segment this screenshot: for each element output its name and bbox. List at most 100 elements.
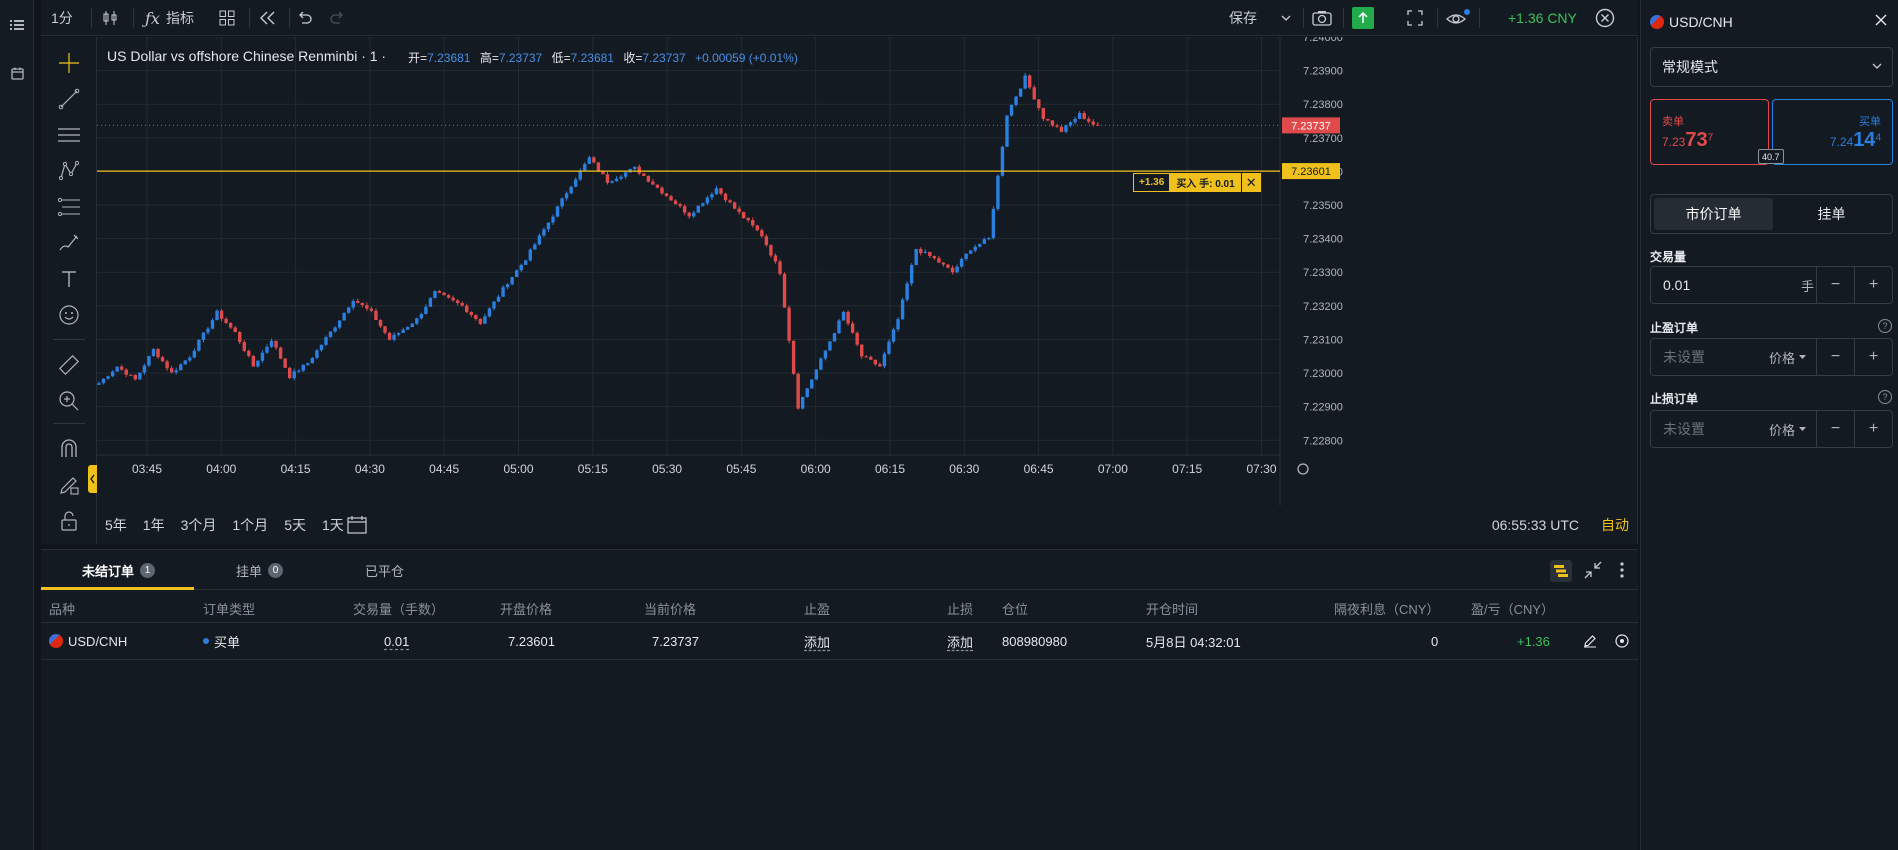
- x-tick-label: 05:45: [726, 462, 756, 476]
- menu-icon[interactable]: [6, 14, 28, 36]
- mode-select[interactable]: 常规模式: [1650, 47, 1893, 87]
- pattern-tool[interactable]: [53, 157, 85, 185]
- buy-label: 买单: [1859, 116, 1881, 128]
- take-profit-placeholder[interactable]: 未设置: [1663, 349, 1705, 365]
- candle-body: [841, 311, 846, 321]
- replay-button[interactable]: [259, 0, 277, 36]
- take-profit-increase-button[interactable]: +: [1854, 339, 1892, 375]
- stop-loss-price-select[interactable]: 价格: [1769, 411, 1807, 447]
- time-readout[interactable]: 06:55:33 UTC: [1492, 506, 1579, 544]
- visibility-button[interactable]: [1446, 0, 1470, 36]
- tab-pending-orders[interactable]: 挂单 0: [236, 550, 284, 590]
- take-profit-info-icon[interactable]: ?: [1878, 319, 1892, 333]
- col-order-type[interactable]: 订单类型: [203, 601, 256, 617]
- emoji-tool[interactable]: [53, 301, 85, 329]
- chart-type-button[interactable]: [101, 0, 119, 36]
- stop-loss-placeholder[interactable]: 未设置: [1663, 421, 1705, 437]
- more-options-button[interactable]: [1619, 561, 1625, 582]
- candle-body: [791, 340, 796, 374]
- volume-value[interactable]: 0.01: [1663, 277, 1691, 293]
- redo-button[interactable]: [329, 0, 345, 36]
- range-button-3[interactable]: 1个月: [232, 517, 269, 533]
- row-add-take-profit[interactable]: 添加: [804, 634, 831, 650]
- close-panel-button[interactable]: [1875, 14, 1887, 29]
- settings-icon[interactable]: [1297, 463, 1309, 475]
- stop-loss-increase-button[interactable]: +: [1854, 411, 1892, 447]
- range-button-0[interactable]: 5年: [105, 517, 127, 533]
- order-tag[interactable]: +1.36 买入 手: 0.01 ✕: [1133, 173, 1261, 192]
- stop-loss-label: 止损订单: [1650, 392, 1699, 406]
- sell-price-sup: 7: [1707, 132, 1714, 144]
- tab-pending-order[interactable]: 挂单: [1773, 198, 1890, 230]
- save-button[interactable]: 保存: [1229, 0, 1257, 36]
- fullscreen-button[interactable]: [1407, 0, 1423, 36]
- col-symbol[interactable]: 品种: [49, 601, 76, 617]
- group-orders-button[interactable]: [1550, 560, 1572, 582]
- text-tool[interactable]: [53, 265, 85, 293]
- take-profit-decrease-button[interactable]: −: [1816, 339, 1854, 375]
- save-dropdown-button[interactable]: [1281, 0, 1291, 36]
- brush-tool[interactable]: [53, 229, 85, 257]
- undo-button[interactable]: [297, 0, 313, 36]
- stop-loss-field[interactable]: 未设置 价格 − +: [1650, 410, 1893, 448]
- tab-closed-orders[interactable]: 已平仓: [365, 550, 404, 590]
- candle-body: [283, 358, 287, 368]
- lock-drawing-tool[interactable]: [53, 471, 85, 499]
- row-add-stop-loss[interactable]: 添加: [947, 634, 974, 650]
- range-button-5[interactable]: 1天: [321, 517, 344, 533]
- col-pnl[interactable]: 盈/亏（CNY）: [1471, 601, 1555, 617]
- close-order-button[interactable]: [1615, 623, 1629, 659]
- goto-date-button[interactable]: [346, 515, 368, 538]
- col-open-time[interactable]: 开仓时间: [1146, 601, 1199, 617]
- candlestick-chart[interactable]: 7.240007.239007.238007.237007.236007.235…: [97, 37, 1638, 506]
- take-profit-price-select[interactable]: 价格: [1769, 339, 1807, 375]
- volume-field[interactable]: 0.01 手 − +: [1650, 266, 1893, 304]
- edit-order-button[interactable]: [1583, 623, 1597, 659]
- close-positions-button[interactable]: [1595, 0, 1615, 36]
- volume-decrease-button[interactable]: −: [1816, 267, 1854, 303]
- layout-button[interactable]: [219, 0, 235, 36]
- tab-market-order[interactable]: 市价订单: [1654, 198, 1773, 230]
- buy-button[interactable]: 买单 7.24144: [1772, 99, 1893, 165]
- interval-button[interactable]: 1分: [51, 0, 73, 36]
- range-button-1[interactable]: 1年: [142, 517, 165, 533]
- auto-scale-button[interactable]: 自动: [1601, 506, 1629, 544]
- col-open-price[interactable]: 开盘价格: [500, 601, 553, 617]
- fib-tool[interactable]: [53, 193, 85, 221]
- unlock-tool[interactable]: [53, 507, 85, 535]
- stop-loss-price-label: 价格: [1769, 422, 1796, 438]
- row-volume[interactable]: 0.01: [384, 633, 410, 649]
- tab-open-orders[interactable]: 未结订单 1: [82, 550, 156, 590]
- zoom-tool[interactable]: [53, 387, 85, 415]
- indicators-button[interactable]: ƒx 指标: [145, 0, 194, 36]
- magnet-tool[interactable]: [53, 435, 85, 463]
- col-current-price[interactable]: 当前价格: [644, 601, 697, 617]
- candle-body: [505, 284, 510, 288]
- range-button-4[interactable]: 5天: [284, 517, 306, 533]
- trendline-tool[interactable]: [53, 85, 85, 113]
- col-position[interactable]: 仓位: [1002, 601, 1029, 617]
- collapse-toolbar-handle[interactable]: [88, 465, 97, 493]
- ruler-tool[interactable]: [53, 351, 85, 379]
- publish-button[interactable]: [1352, 0, 1374, 36]
- take-profit-field[interactable]: 未设置 价格 − +: [1650, 338, 1893, 376]
- col-take-profit[interactable]: 止盈: [804, 601, 831, 617]
- close-order-icon[interactable]: ✕: [1240, 173, 1261, 192]
- stop-loss-decrease-button[interactable]: −: [1816, 411, 1854, 447]
- candle-body: [959, 258, 964, 267]
- table-row[interactable]: USD/CNH 买单 0.01 7.23601 7.23737 添加 添加 80…: [41, 622, 1638, 660]
- sell-button[interactable]: 卖单 7.23737: [1650, 99, 1769, 165]
- volume-increase-button[interactable]: +: [1854, 267, 1892, 303]
- screenshot-button[interactable]: [1312, 0, 1332, 36]
- col-stop-loss[interactable]: 止损: [947, 601, 974, 617]
- collapse-panel-button[interactable]: [1584, 561, 1602, 582]
- col-volume-wrap[interactable]: 交易量（手数）: [320, 596, 444, 620]
- range-button-2[interactable]: 3个月: [180, 517, 217, 533]
- stop-loss-info-icon[interactable]: ?: [1878, 390, 1892, 404]
- col-swap[interactable]: 隔夜利息（CNY）: [1334, 601, 1440, 617]
- chart-plot[interactable]: 7.240007.239007.238007.237007.236007.235…: [97, 37, 1638, 544]
- horizontal-lines-tool[interactable]: [53, 121, 85, 149]
- calendar-icon[interactable]: [6, 62, 28, 84]
- candle-body: [1041, 108, 1046, 119]
- crosshair-tool[interactable]: [53, 49, 85, 77]
